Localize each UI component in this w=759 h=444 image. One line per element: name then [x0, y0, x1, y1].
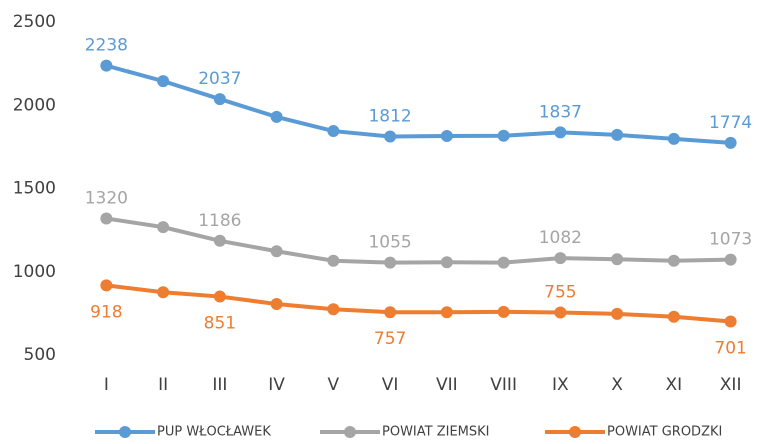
data-label: 851 — [204, 314, 236, 334]
point — [157, 75, 170, 88]
point — [100, 279, 113, 292]
legend-label: PUP WŁOCŁAWEK — [157, 425, 271, 440]
point — [440, 256, 453, 269]
point — [270, 245, 283, 258]
series-line — [106, 283, 731, 324]
data-label: 1055 — [368, 233, 411, 253]
data-label: 1073 — [709, 230, 752, 250]
point — [497, 305, 510, 318]
legend-marker — [344, 426, 356, 438]
point — [157, 286, 170, 299]
point — [384, 256, 397, 269]
x-tick-label: IV — [268, 375, 285, 395]
point — [213, 234, 226, 247]
point — [327, 303, 340, 316]
point — [327, 125, 340, 138]
x-tick-label: XII — [720, 375, 742, 395]
point — [157, 221, 170, 234]
data-label: 1774 — [709, 113, 752, 133]
x-tick-label: III — [212, 375, 227, 395]
point — [440, 130, 453, 143]
x-tick-label: I — [104, 375, 109, 395]
point — [667, 132, 680, 145]
point — [611, 253, 624, 266]
point — [440, 306, 453, 319]
series-line — [105, 63, 731, 145]
point — [384, 130, 397, 143]
x-tick-label: VIII — [490, 375, 517, 395]
point — [724, 253, 737, 266]
x-tick-label: V — [328, 375, 340, 395]
legend-label: POWIAT ZIEMSKI — [382, 425, 490, 440]
point — [497, 256, 510, 269]
point — [554, 306, 567, 319]
point — [213, 290, 226, 303]
point — [724, 136, 737, 149]
legend-marker — [569, 426, 581, 438]
x-tick-label: X — [611, 375, 623, 395]
x-tick-label: XI — [666, 375, 683, 395]
legend-label: POWIAT GRODZKI — [607, 425, 722, 440]
series-line — [106, 216, 731, 265]
point — [497, 129, 510, 142]
data-label: 1320 — [85, 188, 128, 208]
point — [724, 315, 737, 328]
x-tick-label: II — [158, 375, 168, 395]
x-tick-label: VI — [382, 375, 399, 395]
data-label: 2037 — [198, 69, 241, 89]
y-tick-label: 1500 — [13, 179, 56, 199]
point — [554, 126, 567, 139]
data-label: 757 — [374, 329, 406, 349]
point — [100, 212, 113, 225]
point — [213, 93, 226, 106]
data-label: 1812 — [368, 107, 411, 127]
point — [611, 307, 624, 320]
point — [327, 254, 340, 267]
point — [611, 128, 624, 141]
point — [554, 252, 567, 265]
y-tick-label: 500 — [24, 345, 56, 365]
y-tick-label: 2000 — [13, 95, 56, 115]
data-label: 755 — [544, 283, 576, 303]
x-tick-label: VII — [436, 375, 458, 395]
point — [384, 306, 397, 319]
y-tick-label: 2500 — [13, 12, 56, 32]
x-tick-label: IX — [552, 375, 569, 395]
data-label: 1082 — [539, 228, 582, 248]
point — [667, 254, 680, 267]
data-label: 918 — [90, 302, 122, 322]
point — [667, 310, 680, 323]
legend-marker — [119, 426, 131, 438]
data-label: 1186 — [198, 211, 241, 231]
data-label: 2238 — [85, 36, 128, 56]
point — [100, 59, 113, 72]
data-label: 1837 — [539, 102, 582, 122]
point — [270, 298, 283, 311]
data-label: 701 — [714, 339, 746, 359]
point — [270, 110, 283, 123]
y-tick-label: 1000 — [13, 262, 56, 282]
